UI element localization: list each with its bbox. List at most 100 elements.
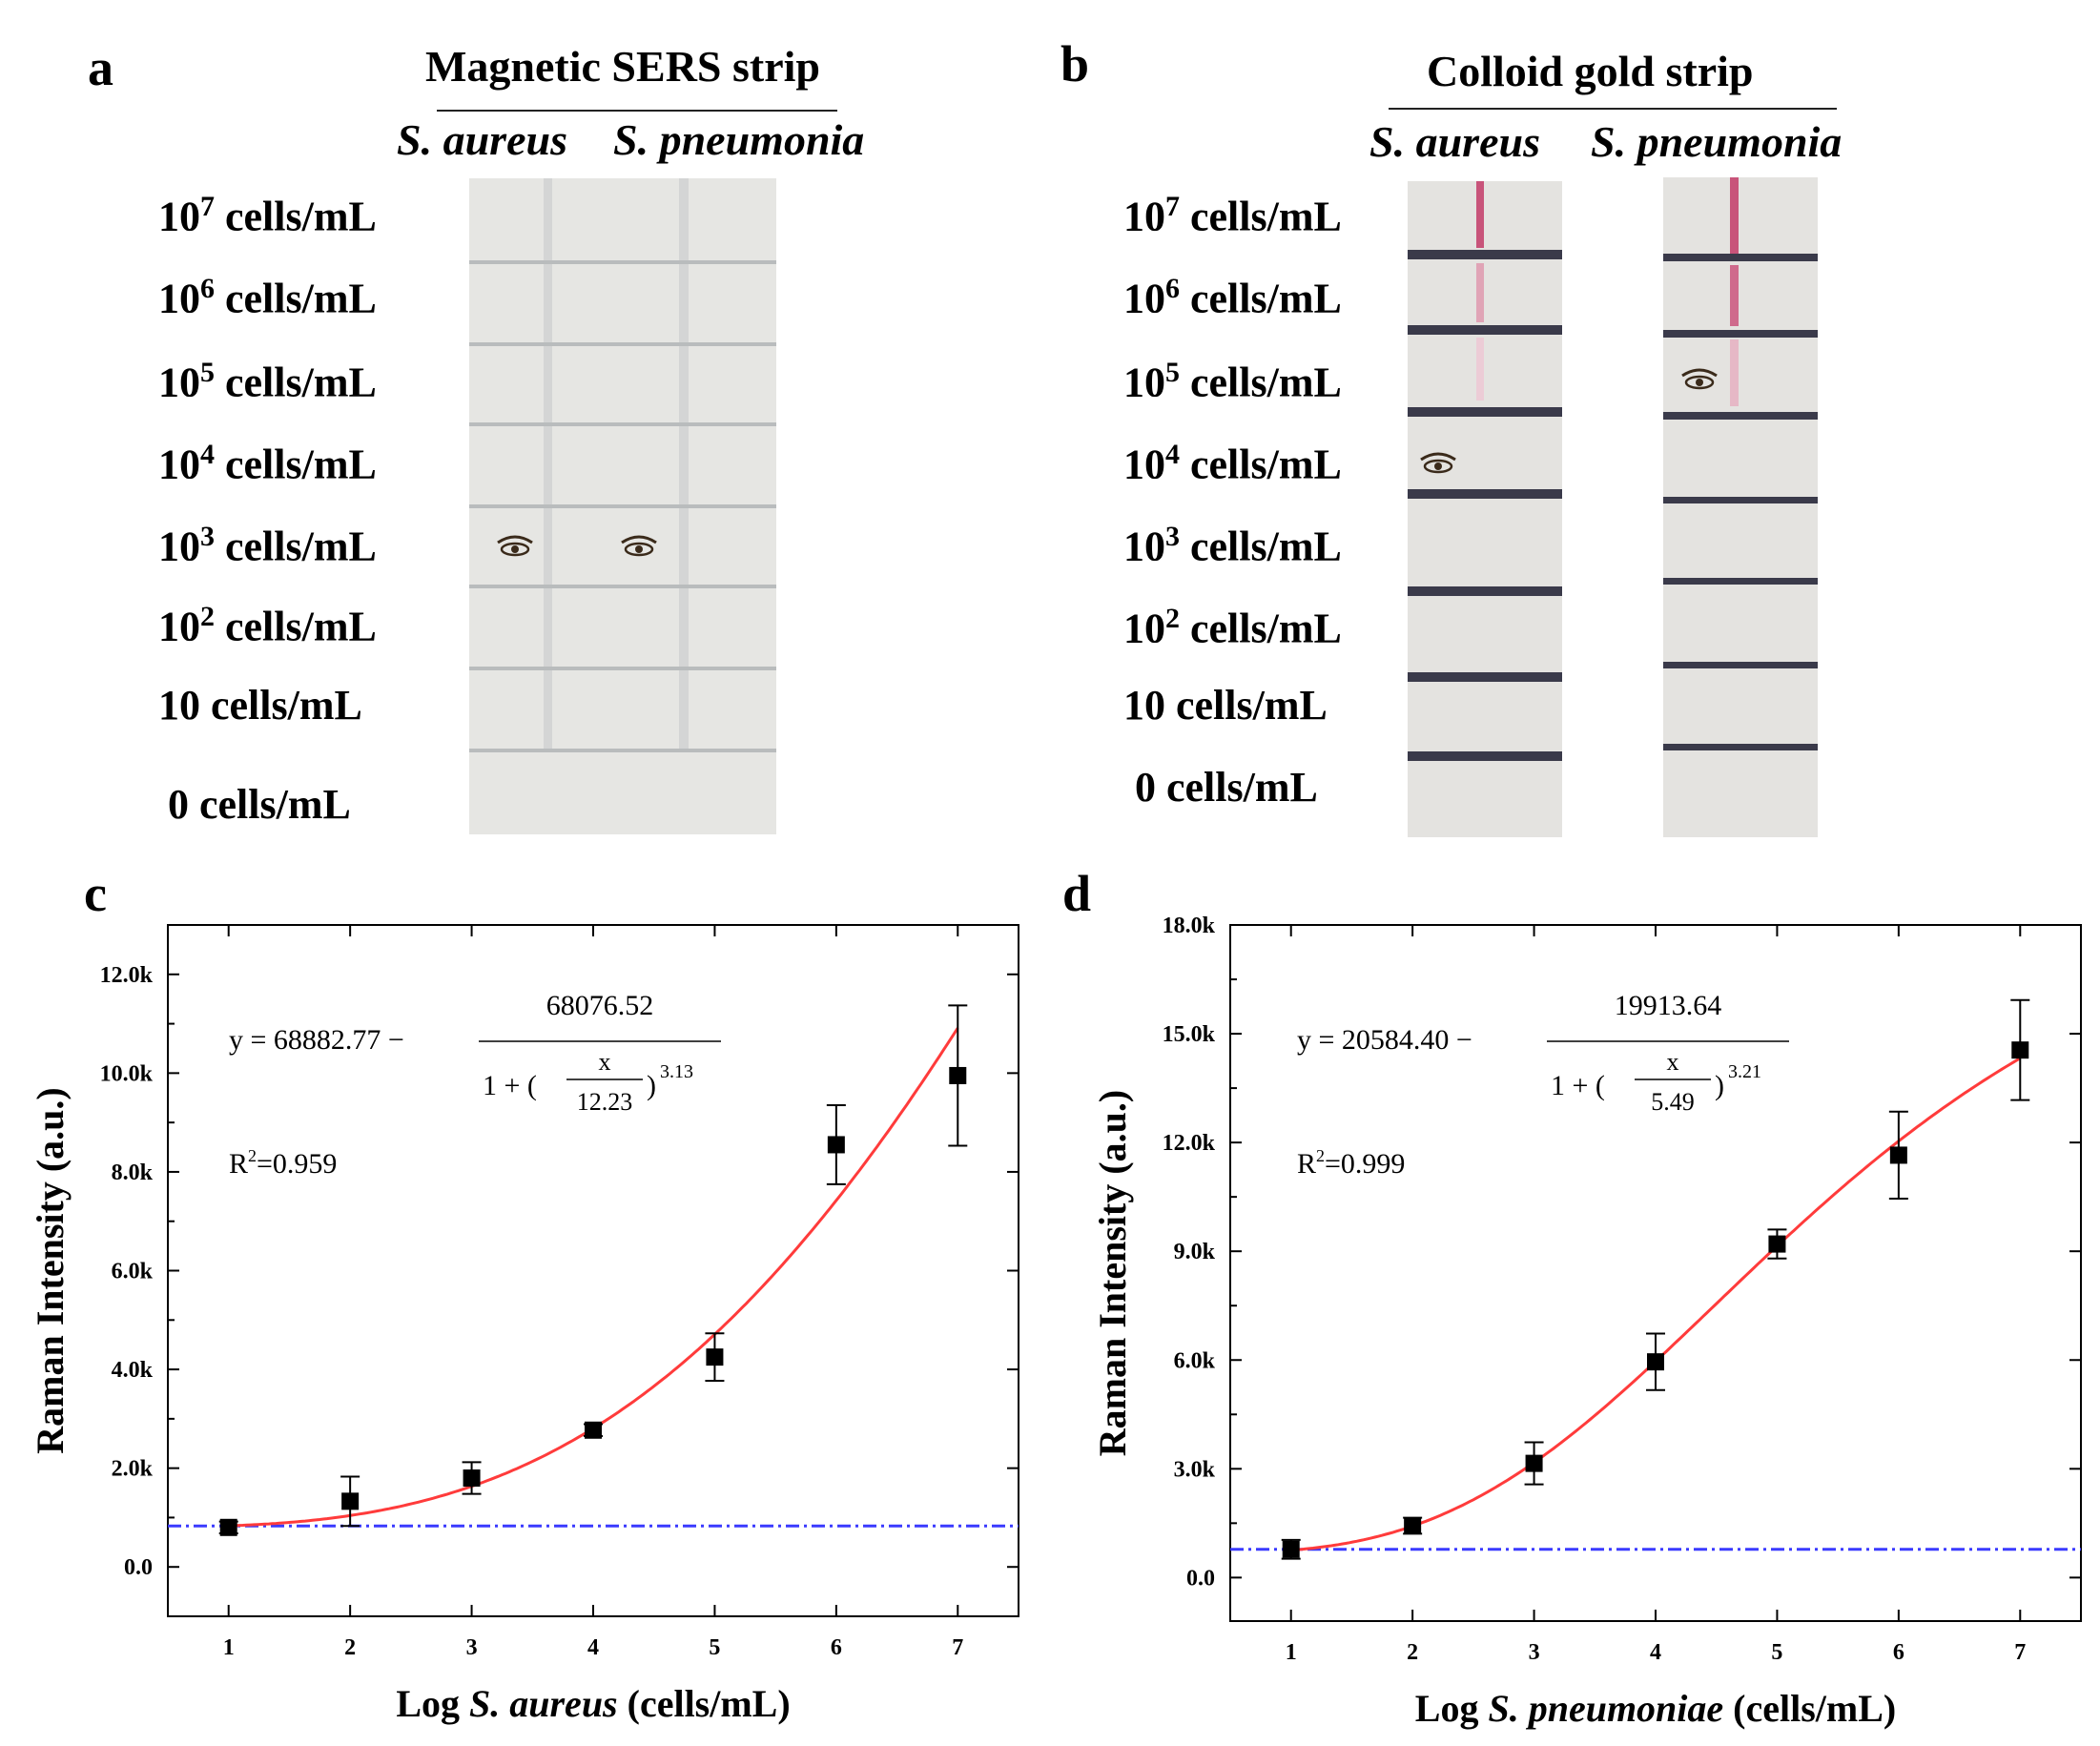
concentration-label: 103 cells/mL — [1123, 523, 1342, 568]
sers-divider — [469, 749, 776, 752]
panel-b-species-1: S. aureus — [1369, 117, 1540, 166]
panel-letter-c: c — [84, 865, 107, 922]
concentration-label: 0 cells/mL — [168, 784, 351, 826]
eye-marker-icon — [1681, 368, 1718, 390]
concentration-label: 106 cells/mL — [1123, 275, 1342, 320]
concentration-label: 102 cells/mL — [158, 603, 377, 648]
gold-divider — [1663, 662, 1818, 668]
concentration-unit: cells/mL — [1180, 441, 1342, 488]
sers-divider — [469, 422, 776, 426]
concentration-base: 10 — [1123, 193, 1165, 240]
data-point — [1889, 1146, 1907, 1164]
concentration-unit: cells/mL — [189, 781, 351, 828]
gold-divider — [1663, 412, 1818, 420]
x-tick-label: 5 — [709, 1635, 720, 1660]
gold-divider — [1663, 330, 1818, 338]
concentration-label: 104 cells/mL — [1123, 441, 1342, 486]
sers-strip-drawing — [469, 178, 776, 834]
concentration-unit: cells/mL — [1180, 523, 1342, 570]
y-tick-label: 8.0k — [112, 1161, 154, 1185]
y-tick-label: 6.0k — [1174, 1348, 1216, 1373]
gold-strip-aureus — [1408, 181, 1562, 837]
concentration-unit: cells/mL — [1180, 193, 1342, 240]
panel-a-title-rule — [437, 110, 837, 112]
gold-strip-bg — [1663, 177, 1818, 837]
concentration-base: 10 — [1123, 275, 1165, 322]
concentration-unit: cells/mL — [1180, 275, 1342, 322]
concentration-unit: cells/mL — [215, 193, 377, 240]
data-point — [827, 1136, 845, 1154]
concentration-exponent: 2 — [1165, 603, 1180, 634]
gold-divider — [1663, 254, 1818, 261]
y-tick-label: 12.0k — [100, 963, 154, 988]
fit-equation-numerator: 68076.52 — [546, 990, 654, 1021]
x-tick-label: 3 — [466, 1635, 478, 1660]
concentration-exponent: 2 — [200, 601, 215, 632]
y-tick-label: 10.0k — [100, 1061, 154, 1086]
data-point — [1768, 1235, 1786, 1253]
concentration-label: 0 cells/mL — [1135, 767, 1318, 809]
gold-test-line — [1730, 177, 1739, 254]
x-axis-label: Log S. pneumoniae (cells/mL) — [1415, 1687, 1896, 1730]
panel-letter-d: d — [1062, 865, 1092, 922]
data-point — [706, 1348, 724, 1366]
concentration-label: 104 cells/mL — [158, 441, 377, 486]
fit-equation-lhs: y = 20584.40 − — [1297, 1024, 1472, 1056]
gold-divider — [1663, 497, 1818, 503]
fit-equation-exponent: 3.13 — [660, 1061, 693, 1082]
concentration-exponent: 3 — [200, 521, 215, 552]
concentration-exponent: 5 — [200, 357, 215, 388]
concentration-base: 10 — [158, 193, 200, 240]
concentration-base: 10 — [1123, 682, 1165, 729]
concentration-base: 10 — [158, 441, 200, 488]
sers-divider — [469, 260, 776, 264]
y-tick-label: 9.0k — [1174, 1240, 1216, 1264]
sers-test-line-aureus — [544, 178, 552, 750]
y-tick-label: 2.0k — [112, 1457, 154, 1482]
sers-divider — [469, 504, 776, 508]
eye-marker-icon — [621, 535, 657, 557]
data-point — [2011, 1041, 2029, 1059]
x-tick-label: 4 — [587, 1635, 599, 1660]
concentration-base: 10 — [158, 359, 200, 406]
concentration-exponent: 7 — [200, 191, 215, 222]
panel-a-species-2: S. pneumonia — [613, 115, 865, 164]
x-axis-label-prefix: Log — [1415, 1687, 1489, 1730]
data-point — [219, 1518, 237, 1536]
gold-divider — [1408, 250, 1562, 259]
concentration-unit: cells/mL — [1156, 764, 1318, 811]
gold-test-line — [1476, 181, 1484, 248]
y-tick-label: 12.0k — [1163, 1131, 1216, 1156]
y-axis-label: Raman Intensity (a.u.) — [1091, 1090, 1134, 1456]
sers-strip — [469, 178, 776, 834]
chart-d: 0.0 3.0k 6.0k 9.0k 12.0k 15.0k 18.0k 1 2 3 4 5 6 7 Ram… — [1091, 914, 2082, 1730]
y-tick-label: 4.0k — [112, 1358, 154, 1383]
concentration-exponent: 5 — [1165, 357, 1180, 388]
r-squared-value: =0.999 — [1325, 1148, 1405, 1180]
concentration-base: 10 — [158, 275, 200, 322]
concentration-base: 10 — [1123, 441, 1165, 488]
x-axis-label-prefix: Log — [396, 1682, 469, 1725]
eye-marker-icon — [1420, 452, 1456, 474]
concentration-base: 0 — [1135, 764, 1156, 811]
x-tick-label: 7 — [2014, 1640, 2026, 1665]
data-point — [463, 1469, 481, 1487]
x-tick-label: 1 — [223, 1635, 235, 1660]
concentration-label: 102 cells/mL — [1123, 605, 1342, 650]
y-tick-label: 0.0 — [124, 1555, 153, 1580]
concentration-exponent: 6 — [1165, 273, 1180, 304]
y-axis-label: Raman Intensity (a.u.) — [29, 1087, 72, 1453]
panel-b-title-rule — [1389, 108, 1837, 110]
concentration-unit: cells/mL — [215, 275, 377, 322]
r-squared-value: =0.959 — [257, 1148, 337, 1180]
data-point — [585, 1421, 602, 1439]
concentration-unit: cells/mL — [215, 523, 377, 570]
fit-equation-inner-denominator: 5.49 — [1651, 1088, 1695, 1116]
panel-a-species-1: S. aureus — [397, 115, 567, 164]
concentration-unit: cells/mL — [1180, 359, 1342, 406]
fit-equation-numerator: 19913.64 — [1615, 990, 1722, 1021]
fit-equation-denominator-left: 1 + ( — [483, 1070, 537, 1101]
gold-divider — [1408, 325, 1562, 335]
eye-marker-icon — [497, 535, 533, 557]
gold-divider — [1663, 578, 1818, 585]
